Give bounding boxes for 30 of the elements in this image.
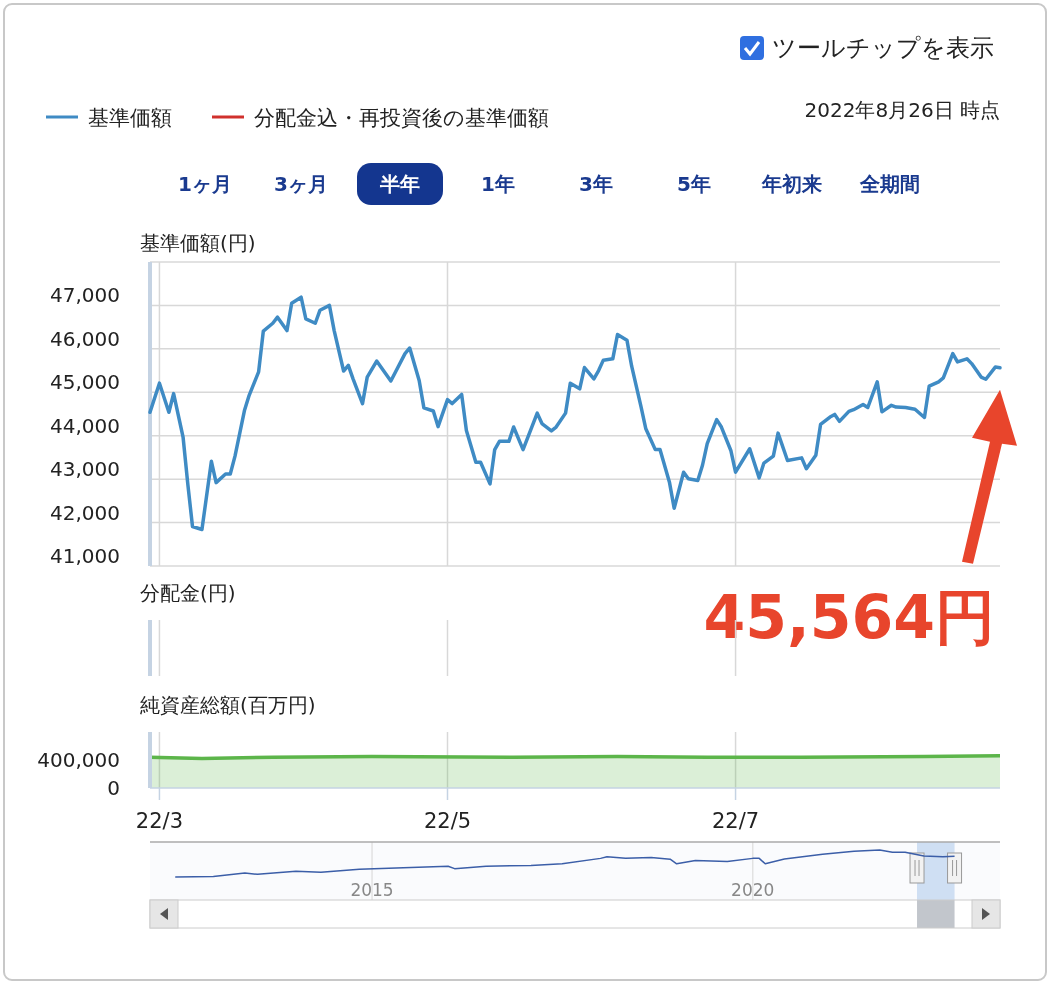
y-tick-label: 47,000 bbox=[50, 283, 120, 308]
y-tick-label: 42,000 bbox=[50, 500, 120, 525]
text: 全期間 bbox=[859, 172, 920, 196]
text: 5年 bbox=[677, 172, 711, 196]
text: 年初来 bbox=[761, 172, 822, 196]
text: 1ヶ月 bbox=[178, 172, 232, 196]
y-tick-label: 41,000 bbox=[50, 544, 120, 568]
y-tick-label: 46,000 bbox=[50, 326, 120, 351]
text: 3ヶ月 bbox=[274, 172, 328, 196]
text: 2022年8月26日 時点 bbox=[804, 98, 1000, 122]
y-tick-label: 400,000 bbox=[37, 748, 120, 772]
text: 45,564円 bbox=[703, 582, 995, 652]
y-tick-label: 44,000 bbox=[50, 413, 120, 438]
text: 3年 bbox=[579, 172, 613, 196]
text: ツールチップを表示 bbox=[772, 34, 994, 62]
x-tick-label: 22/7 bbox=[711, 809, 760, 833]
x-tick-label: 2020 bbox=[731, 880, 775, 900]
x-tick-label: 22/5 bbox=[423, 809, 472, 833]
text: 半年 bbox=[379, 172, 420, 196]
x-tick-label: 22/3 bbox=[135, 809, 184, 833]
y-tick-label: 43,000 bbox=[50, 457, 120, 482]
x-tick-label: 2015 bbox=[350, 880, 394, 900]
legend-label: 基準価額 bbox=[88, 106, 172, 130]
y-tick-label: 45,000 bbox=[50, 370, 120, 395]
chart-title: 純資産総額(百万円) bbox=[140, 693, 316, 717]
legend-label: 分配金込・再投資後の基準価額 bbox=[254, 106, 549, 130]
text: 分配金(円) bbox=[140, 581, 236, 605]
y-tick-label: 0 bbox=[107, 776, 120, 800]
text: 1年 bbox=[481, 172, 515, 196]
chart-title: 基準価額(円) bbox=[140, 231, 256, 255]
